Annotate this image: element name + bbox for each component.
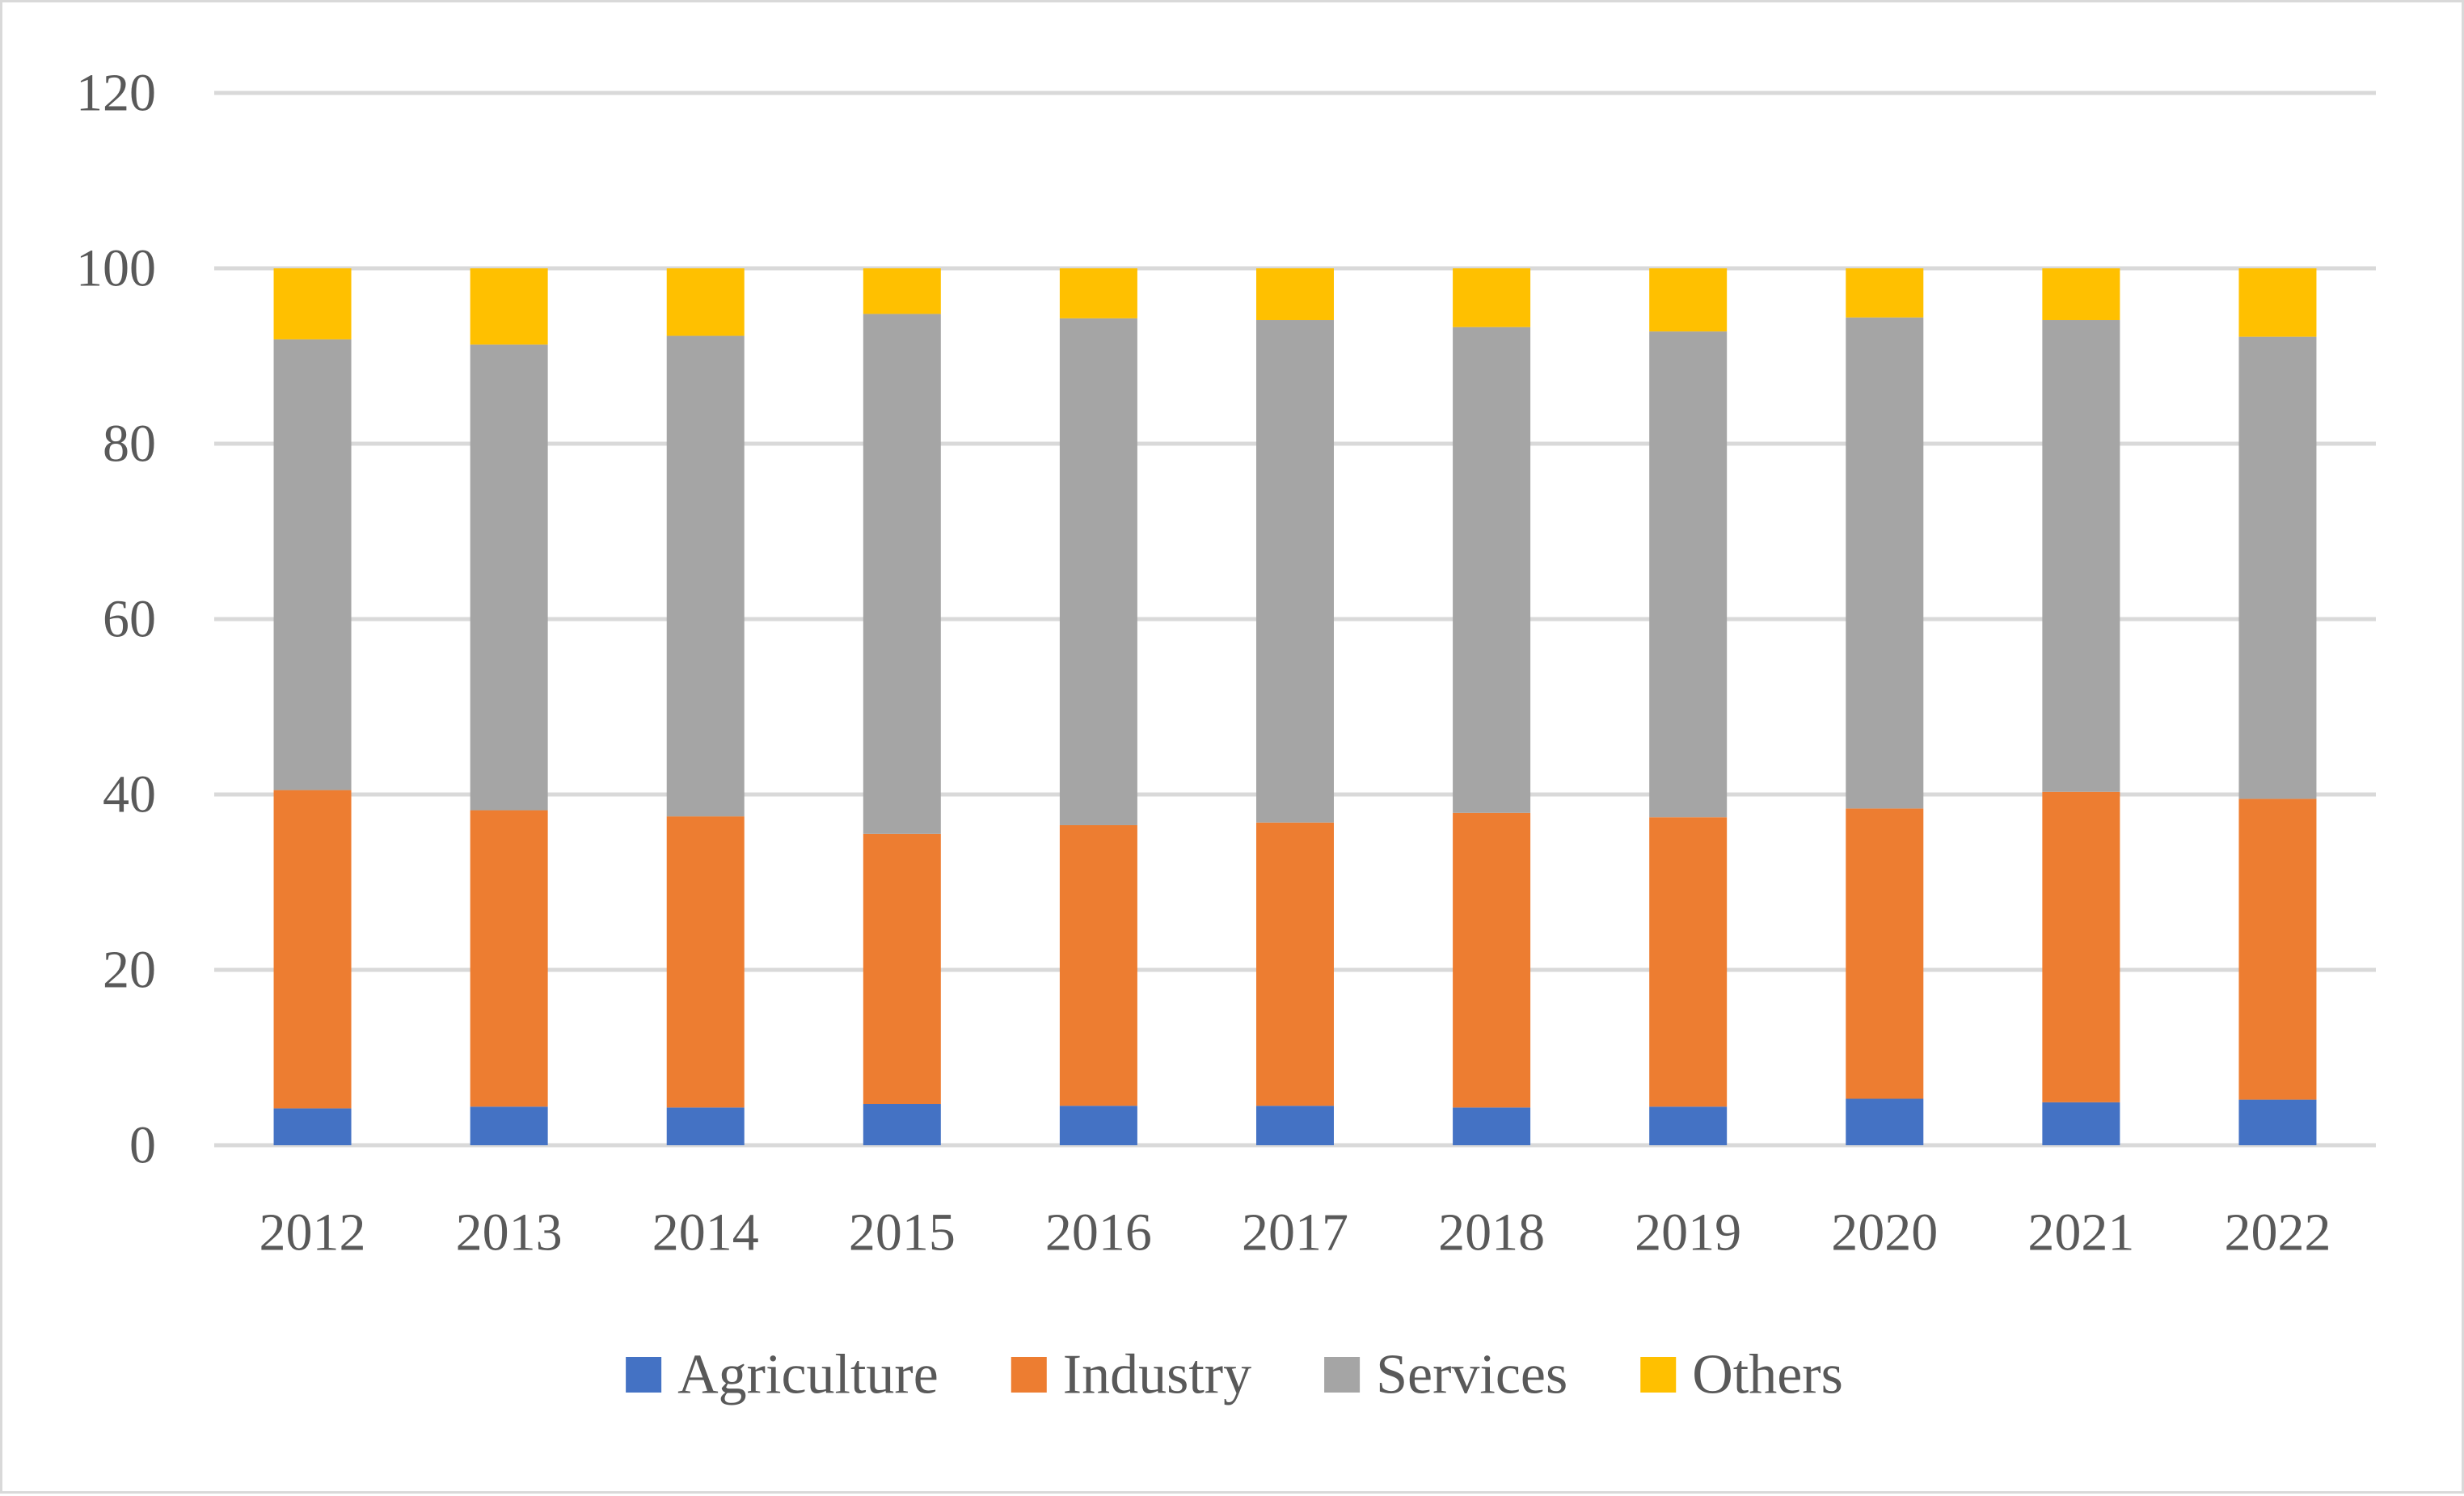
y-tick-label-120: 120	[76, 64, 156, 123]
x-tick-label-2016: 2016	[1045, 1203, 1152, 1262]
bar-agriculture-2022	[2238, 1099, 2317, 1145]
bar-others-2012	[273, 268, 352, 339]
bar-industry-2016	[1059, 824, 1137, 1106]
bar-services-2017	[1256, 320, 1334, 823]
legend-swatch-services	[1324, 1357, 1361, 1393]
x-tick-label-2022: 2022	[2224, 1203, 2331, 1262]
bar-others-2017	[1256, 268, 1334, 321]
bar-others-2018	[1453, 268, 1531, 327]
y-tick-label-0: 0	[129, 1116, 156, 1175]
bar-industry-2019	[1649, 817, 1728, 1107]
bar-services-2013	[470, 344, 548, 811]
bar-industry-2018	[1453, 812, 1531, 1108]
bar-industry-2013	[470, 810, 548, 1107]
bar-industry-2021	[2042, 791, 2120, 1102]
legend-label-others: Others	[1692, 1344, 1843, 1406]
legend-item-services: Services	[1324, 1344, 1567, 1406]
bar-industry-2012	[273, 790, 352, 1109]
bar-others-2013	[470, 268, 548, 345]
bar-services-2019	[1649, 331, 1728, 818]
legend: Agriculture Industry Services Others	[626, 1344, 1843, 1406]
legend-item-others: Others	[1640, 1344, 1843, 1406]
legend-swatch-industry	[1010, 1357, 1047, 1393]
bars	[273, 268, 2317, 1145]
y-tick-label-40: 40	[103, 765, 156, 824]
bar-others-2022	[2238, 268, 2317, 337]
y-tick-label-100: 100	[76, 239, 156, 298]
y-tick-label-80: 80	[103, 415, 156, 474]
bar-agriculture-2017	[1256, 1106, 1334, 1145]
bar-services-2016	[1059, 318, 1137, 825]
bar-agriculture-2014	[666, 1107, 745, 1145]
bar-agriculture-2016	[1059, 1106, 1137, 1145]
bar-industry-2014	[666, 816, 745, 1108]
bar-others-2014	[666, 268, 745, 336]
bar-industry-2022	[2238, 799, 2317, 1100]
bar-industry-2020	[1846, 808, 1924, 1099]
legend-swatch-agriculture	[626, 1357, 662, 1393]
bar-agriculture-2020	[1846, 1098, 1924, 1145]
bar-others-2015	[863, 268, 941, 314]
legend-label-agriculture: Agriculture	[677, 1344, 939, 1406]
legend-label-services: Services	[1376, 1344, 1567, 1406]
bar-services-2012	[273, 339, 352, 790]
bar-agriculture-2013	[470, 1106, 548, 1145]
y-tick-label-20: 20	[103, 941, 156, 1000]
bar-others-2020	[1846, 268, 1924, 318]
x-tick-label-2019: 2019	[1635, 1203, 1741, 1262]
legend-item-industry: Industry	[1010, 1344, 1251, 1406]
legend-swatch-others	[1640, 1357, 1677, 1393]
bar-others-2021	[2042, 268, 2120, 321]
bar-services-2021	[2042, 320, 2120, 792]
bar-agriculture-2012	[273, 1108, 352, 1145]
bar-agriculture-2021	[2042, 1102, 2120, 1145]
x-tick-label-2013: 2013	[456, 1203, 563, 1262]
x-tick-label-2021: 2021	[2027, 1203, 2134, 1262]
x-axis-tick-labels: 2012 2013 2014 2015 2016 2017 2018 2019 2020 2021…	[259, 1203, 2331, 1262]
legend-item-agriculture: Agriculture	[626, 1344, 939, 1406]
legend-label-industry: Industry	[1063, 1344, 1251, 1406]
bar-others-2019	[1649, 268, 1728, 332]
x-tick-label-2012: 2012	[259, 1203, 366, 1262]
bar-industry-2015	[863, 833, 941, 1105]
y-tick-label-60: 60	[103, 590, 156, 649]
bar-services-2018	[1453, 327, 1531, 813]
x-tick-label-2018: 2018	[1438, 1203, 1545, 1262]
bar-agriculture-2015	[863, 1104, 941, 1145]
bar-industry-2017	[1256, 822, 1334, 1106]
x-tick-label-2020: 2020	[1831, 1203, 1938, 1262]
bar-services-2020	[1846, 317, 1924, 809]
bar-others-2016	[1059, 268, 1137, 318]
y-axis-tick-labels: 0 20 40 60 80 100 120	[76, 64, 156, 1175]
bar-agriculture-2018	[1453, 1107, 1531, 1145]
bar-services-2022	[2238, 336, 2317, 799]
x-tick-label-2017: 2017	[1242, 1203, 1348, 1262]
bar-agriculture-2019	[1649, 1106, 1728, 1145]
bar-services-2014	[666, 335, 745, 817]
x-tick-label-2014: 2014	[652, 1203, 759, 1262]
bar-services-2015	[863, 314, 941, 834]
x-tick-label-2015: 2015	[849, 1203, 956, 1262]
